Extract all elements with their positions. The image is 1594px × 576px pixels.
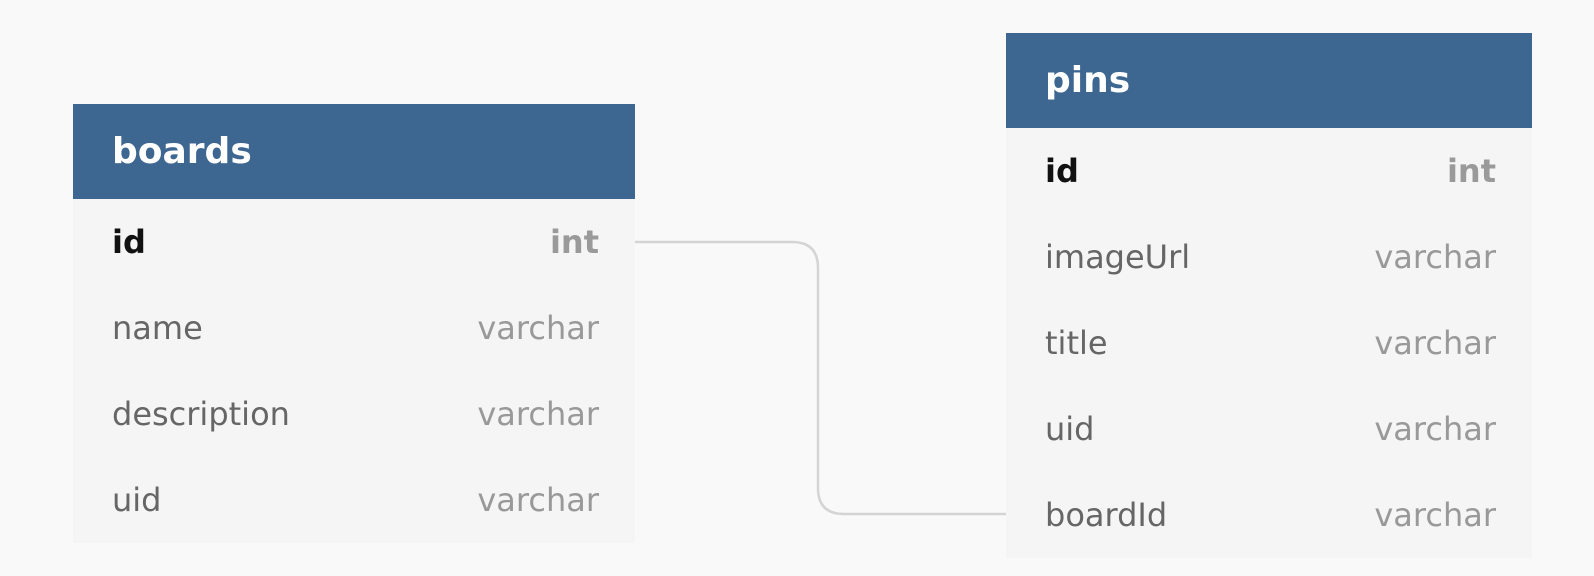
- field-row-id[interactable]: id int: [1006, 128, 1532, 214]
- field-name: imageUrl: [1045, 238, 1191, 276]
- field-row-boardId[interactable]: boardId varchar: [1006, 472, 1532, 558]
- field-type: varchar: [477, 395, 599, 433]
- relation-line-boards-id-to-pins-boardId: [635, 240, 1006, 516]
- field-row-imageUrl[interactable]: imageUrl varchar: [1006, 214, 1532, 300]
- field-type: int: [1446, 152, 1496, 190]
- field-type: varchar: [1374, 324, 1496, 362]
- field-row-description[interactable]: description varchar: [73, 371, 635, 457]
- table-title[interactable]: pins: [1006, 33, 1532, 128]
- field-name: id: [112, 223, 146, 261]
- table-pins[interactable]: pins id int imageUrl varchar title varch…: [1006, 33, 1532, 558]
- field-type: varchar: [477, 309, 599, 347]
- table-boards[interactable]: boards id int name varchar description v…: [73, 104, 635, 543]
- field-name: description: [112, 395, 290, 433]
- field-name: id: [1045, 152, 1079, 190]
- field-row-id[interactable]: id int: [73, 199, 635, 285]
- field-name: uid: [112, 481, 162, 519]
- field-type: varchar: [1374, 410, 1496, 448]
- field-row-name[interactable]: name varchar: [73, 285, 635, 371]
- field-name: uid: [1045, 410, 1095, 448]
- field-type: int: [549, 223, 599, 261]
- field-row-uid[interactable]: uid varchar: [73, 457, 635, 543]
- field-row-uid[interactable]: uid varchar: [1006, 386, 1532, 472]
- field-row-title[interactable]: title varchar: [1006, 300, 1532, 386]
- field-name: name: [112, 309, 203, 347]
- field-name: title: [1045, 324, 1108, 362]
- field-name: boardId: [1045, 496, 1168, 534]
- field-type: varchar: [1374, 238, 1496, 276]
- field-type: varchar: [477, 481, 599, 519]
- field-type: varchar: [1374, 496, 1496, 534]
- table-title[interactable]: boards: [73, 104, 635, 199]
